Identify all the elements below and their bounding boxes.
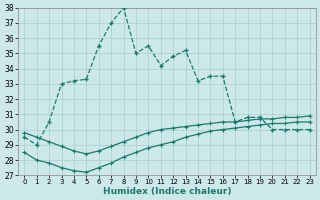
X-axis label: Humidex (Indice chaleur): Humidex (Indice chaleur) bbox=[103, 187, 231, 196]
